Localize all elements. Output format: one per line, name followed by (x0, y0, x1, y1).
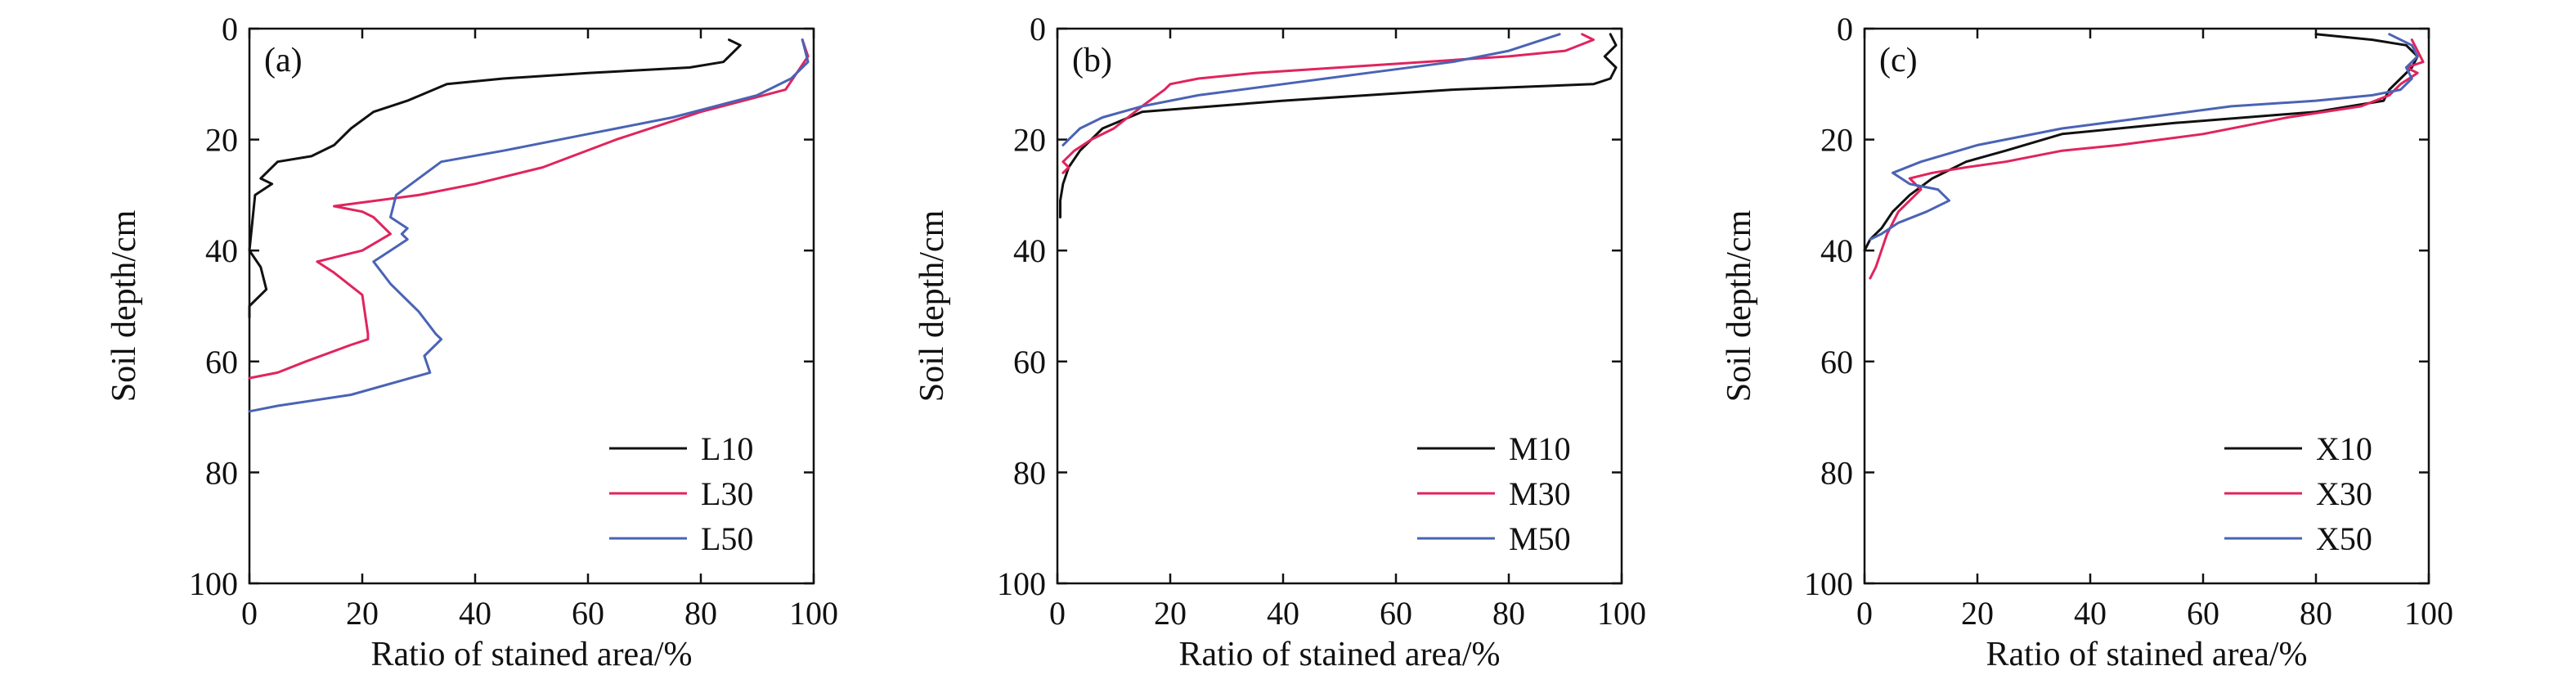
legend-label: X10 (2316, 430, 2372, 467)
y-tick-label: 20 (1820, 122, 1853, 159)
x-tick-label: 60 (2187, 595, 2219, 632)
x-tick-label: 20 (346, 595, 379, 632)
x-tick-label: 80 (2300, 595, 2332, 632)
y-tick-label: 40 (1013, 232, 1046, 269)
x-tick-label: 80 (1492, 595, 1525, 632)
series-line-m30 (1061, 33, 1595, 174)
y-axis-label: Soil depth/cm (1721, 209, 1758, 402)
y-tick-label: 0 (1030, 11, 1046, 47)
legend-label: X50 (2316, 520, 2372, 557)
x-tick-label: 0 (1856, 595, 1873, 632)
y-tick-label: 40 (205, 232, 238, 269)
y-tick-label: 80 (1820, 454, 1853, 491)
legend-label: L30 (701, 475, 753, 512)
y-tick-label: 60 (1820, 344, 1853, 380)
y-tick-label: 0 (222, 11, 238, 47)
x-tick-label: 40 (2074, 595, 2107, 632)
x-tick-label: 100 (789, 595, 838, 632)
legend-label: X30 (2316, 475, 2372, 512)
x-tick-label: 40 (459, 595, 491, 632)
y-tick-label: 20 (1013, 122, 1046, 159)
y-tick-label: 100 (1804, 565, 1853, 602)
y-tick-label: 60 (1013, 344, 1046, 380)
y-tick-label: 40 (1820, 232, 1853, 269)
x-tick-label: 20 (1154, 595, 1187, 632)
series-line-m10 (1059, 33, 1618, 218)
y-tick-label: 80 (205, 454, 238, 491)
x-axis-label: Ratio of stained area/% (370, 636, 692, 673)
plot-frame (1056, 27, 1623, 585)
y-axis-label: Soil depth/cm (105, 209, 143, 402)
x-axis-label: Ratio of stained area/% (1986, 636, 2307, 673)
y-tick-label: 80 (1013, 454, 1046, 491)
x-tick-label: 100 (2404, 595, 2453, 632)
x-tick-label: 40 (1267, 595, 1299, 632)
x-axis-label: Ratio of stained area/% (1178, 636, 1500, 673)
legend-label: L10 (701, 430, 753, 467)
x-tick-label: 80 (684, 595, 717, 632)
x-tick-label: 60 (1380, 595, 1412, 632)
x-tick-label: 60 (572, 595, 604, 632)
x-tick-label: 100 (1597, 595, 1646, 632)
y-tick-label: 60 (205, 344, 238, 380)
series-line-x50 (1869, 33, 2419, 241)
legend-label: M10 (1509, 430, 1571, 467)
panel-label: (b) (1072, 42, 1112, 79)
series-line-l30 (248, 38, 810, 380)
legend-label: M50 (1509, 520, 1571, 557)
x-tick-label: 0 (241, 595, 258, 632)
plot-frame (1863, 27, 2430, 585)
legend-label: L50 (701, 520, 753, 557)
panel-label: (a) (264, 42, 303, 79)
x-tick-label: 0 (1049, 595, 1066, 632)
series-line-l50 (248, 38, 810, 413)
legend-label: M30 (1509, 475, 1571, 512)
series-line-l10 (248, 38, 742, 319)
y-axis-label: Soil depth/cm (913, 209, 951, 402)
y-tick-label: 100 (997, 565, 1046, 602)
x-tick-label: 20 (1961, 595, 1994, 632)
series-line-m50 (1061, 33, 1561, 146)
y-tick-label: 0 (1837, 11, 1853, 47)
y-tick-label: 100 (189, 565, 238, 602)
y-tick-label: 20 (205, 122, 238, 159)
panel-label: (c) (1879, 42, 1918, 79)
series-line-x30 (1869, 38, 2425, 280)
